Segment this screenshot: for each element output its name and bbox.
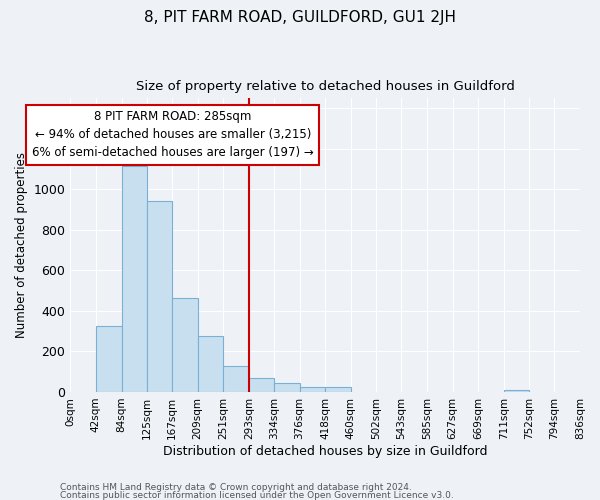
- Bar: [223, 366, 249, 392]
- Text: 8, PIT FARM ROAD, GUILDFORD, GU1 2JH: 8, PIT FARM ROAD, GUILDFORD, GU1 2JH: [144, 10, 456, 25]
- Title: Size of property relative to detached houses in Guildford: Size of property relative to detached ho…: [136, 80, 515, 93]
- Bar: [274, 384, 299, 392]
- Bar: [299, 387, 325, 392]
- Text: Contains public sector information licensed under the Open Government Licence v3: Contains public sector information licen…: [60, 490, 454, 500]
- Bar: [249, 378, 274, 392]
- Text: Contains HM Land Registry data © Crown copyright and database right 2024.: Contains HM Land Registry data © Crown c…: [60, 484, 412, 492]
- Bar: [122, 166, 146, 392]
- Bar: [172, 298, 198, 392]
- Bar: [96, 326, 122, 392]
- Bar: [504, 390, 529, 392]
- Bar: [325, 387, 351, 392]
- Text: 8 PIT FARM ROAD: 285sqm
← 94% of detached houses are smaller (3,215)
6% of semi-: 8 PIT FARM ROAD: 285sqm ← 94% of detache…: [32, 110, 314, 160]
- Y-axis label: Number of detached properties: Number of detached properties: [15, 152, 28, 338]
- Bar: [198, 336, 223, 392]
- X-axis label: Distribution of detached houses by size in Guildford: Distribution of detached houses by size …: [163, 444, 487, 458]
- Bar: [146, 200, 172, 392]
